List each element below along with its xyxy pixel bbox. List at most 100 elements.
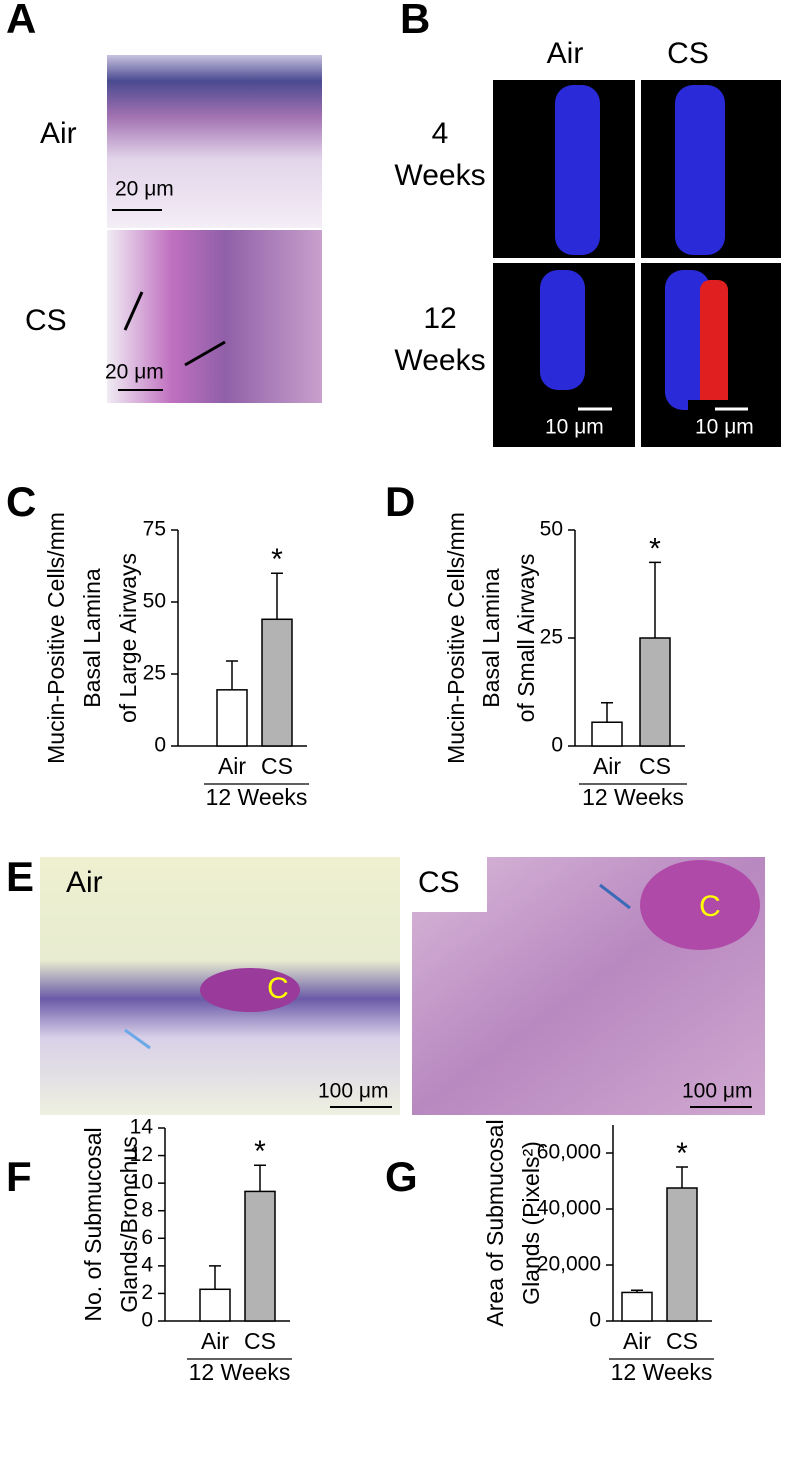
- x-axis-label: 12 Weeks: [582, 784, 684, 810]
- panel-letter: B: [400, 0, 430, 42]
- y-tick-label: 50: [540, 518, 563, 541]
- column-label: Air: [547, 37, 584, 70]
- x-axis-label: 12 Weeks: [206, 784, 308, 810]
- cartilage-label: C: [699, 890, 721, 923]
- y-tick-label: 12: [130, 1143, 153, 1166]
- scale-label: 20 μm: [105, 361, 164, 384]
- y-tick-label: 4: [141, 1253, 153, 1276]
- bar: [591, 721, 623, 747]
- x-tick-label: CS: [261, 753, 293, 779]
- scale-label: 100 μm: [682, 1080, 752, 1103]
- y-axis-label: No. of Submucosal: [80, 1127, 106, 1321]
- error-bar: [676, 1166, 688, 1188]
- panel-letter: F: [6, 1153, 32, 1200]
- cartilage-label: C: [267, 972, 289, 1005]
- y-tick-label: 14: [130, 1116, 154, 1139]
- image-label: CS: [418, 866, 460, 899]
- error-bar: [226, 660, 238, 690]
- bar: [639, 637, 671, 747]
- stain: [700, 280, 728, 410]
- stain: [665, 270, 710, 410]
- bar: [261, 618, 293, 747]
- x-tick-label: Air: [623, 1328, 651, 1354]
- y-axis-label: of Large Airways: [115, 553, 141, 723]
- panel-letter: D: [385, 478, 415, 525]
- y-tick-label: 75: [143, 518, 166, 541]
- bar: [199, 1288, 231, 1322]
- error-bar: [209, 1265, 221, 1290]
- y-axis-label: Area of Submucosal: [482, 1119, 508, 1326]
- micrograph: [107, 55, 322, 228]
- bar: [244, 1190, 276, 1322]
- bar: [216, 689, 248, 747]
- arrow: [599, 883, 631, 910]
- label-box: [412, 857, 487, 912]
- x-tick-label: Air: [218, 753, 246, 779]
- bar: [621, 1291, 653, 1322]
- y-axis-label: Basal Lamina: [478, 568, 504, 708]
- panel-letter: G: [385, 1153, 418, 1200]
- column-label: CS: [667, 37, 709, 70]
- stain: [675, 85, 725, 255]
- y-tick-label: 40,000: [537, 1197, 601, 1220]
- micrograph: [107, 230, 322, 403]
- significance: *: [271, 543, 283, 576]
- row-label: 12: [423, 302, 456, 335]
- x-tick-label: Air: [201, 1328, 229, 1354]
- error-bar: [271, 572, 283, 620]
- x-tick-label: CS: [244, 1328, 276, 1354]
- row-label: Weeks: [394, 159, 485, 192]
- row-label: CS: [25, 304, 67, 337]
- y-tick-label: 50: [143, 590, 166, 613]
- significance: *: [649, 532, 661, 565]
- row-label: Air: [40, 117, 77, 150]
- y-tick-label: 25: [540, 626, 563, 649]
- error-bar: [601, 702, 613, 723]
- scale-label: 10 μm: [695, 416, 754, 439]
- image-label: Air: [66, 866, 103, 899]
- panel-letter: C: [6, 478, 36, 525]
- y-tick-label: 0: [551, 734, 563, 757]
- y-tick-label: 0: [141, 1309, 153, 1332]
- significance: *: [254, 1135, 266, 1168]
- y-tick-label: 6: [141, 1226, 153, 1249]
- y-tick-label: 10: [130, 1171, 153, 1194]
- y-tick-label: 0: [589, 1309, 601, 1332]
- stain: [540, 270, 585, 390]
- y-axis-label: Mucin-Positive Cells/mm: [43, 512, 69, 764]
- x-tick-label: CS: [639, 753, 671, 779]
- x-tick-label: CS: [666, 1328, 698, 1354]
- y-axis-label: Glands (Pixels²): [518, 1141, 544, 1305]
- x-tick-label: Air: [593, 753, 621, 779]
- error-bar: [649, 561, 661, 638]
- y-tick-label: 8: [141, 1198, 153, 1221]
- y-axis-label: Basal Lamina: [79, 568, 105, 708]
- y-axis-label: of Small Airways: [513, 554, 539, 723]
- y-tick-label: 60,000: [537, 1141, 601, 1164]
- row-label: 4: [432, 117, 449, 150]
- x-axis-label: 12 Weeks: [189, 1359, 291, 1385]
- y-tick-label: 25: [143, 662, 166, 685]
- y-axis-label: Mucin-Positive Cells/mm: [443, 512, 469, 764]
- bar: [666, 1187, 698, 1322]
- scale-label: 10 μm: [545, 416, 604, 439]
- panel-letter: E: [6, 853, 34, 900]
- cartilage: [200, 968, 300, 1012]
- cartilage: [640, 860, 760, 950]
- error-bar: [631, 1289, 643, 1293]
- arrow: [124, 1028, 151, 1050]
- scale-label: 20 μm: [115, 178, 174, 201]
- arrow: [184, 340, 226, 367]
- y-axis-label: Glands/Bronchus: [116, 1136, 142, 1312]
- stain: [555, 85, 600, 255]
- scale-label: 100 μm: [318, 1080, 388, 1103]
- x-axis-label: 12 Weeks: [611, 1359, 713, 1385]
- row-label: Weeks: [394, 344, 485, 377]
- y-tick-label: 0: [154, 734, 166, 757]
- y-tick-label: 20,000: [537, 1253, 601, 1276]
- error-bar: [254, 1164, 266, 1192]
- panel-letter: A: [6, 0, 36, 42]
- arrow: [123, 291, 144, 331]
- y-tick-label: 2: [141, 1281, 153, 1304]
